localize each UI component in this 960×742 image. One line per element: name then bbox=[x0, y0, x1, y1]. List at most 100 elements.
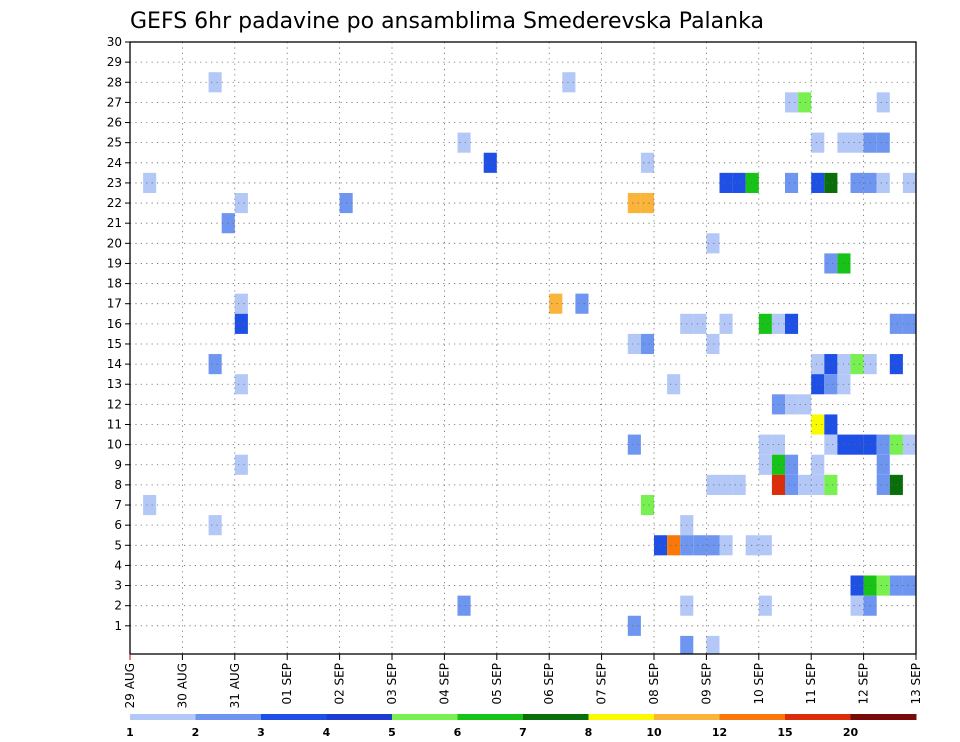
y-tick-label: 12 bbox=[107, 397, 122, 411]
color-legend: 1 2 3 4 5 6 7 8 10 12 15 20 bbox=[126, 714, 917, 739]
heatmap-cell bbox=[640, 333, 654, 355]
heatmap-cell bbox=[719, 535, 733, 556]
legend-label: 6 bbox=[454, 726, 462, 739]
legend-label: 2 bbox=[192, 726, 200, 739]
heatmap-cell bbox=[627, 615, 641, 636]
heatmap-cell bbox=[824, 172, 838, 193]
heatmap-cell bbox=[575, 293, 589, 314]
heatmap-cell bbox=[889, 575, 903, 596]
legend-swatch bbox=[130, 714, 196, 720]
heatmap-cell bbox=[798, 92, 812, 113]
legend-swatch bbox=[588, 714, 655, 720]
x-tick-label: 08 SEP bbox=[647, 663, 661, 705]
heatmap-cell bbox=[234, 313, 248, 334]
heatmap-cell bbox=[876, 474, 890, 495]
heatmap-cell bbox=[732, 172, 746, 193]
heatmap-cell bbox=[457, 132, 471, 153]
x-tick-label: 03 SEP bbox=[385, 663, 399, 705]
heatmap-cell bbox=[785, 454, 799, 475]
heatmap-cell bbox=[745, 535, 759, 556]
heatmap-cell bbox=[824, 374, 838, 395]
heatmap-cell bbox=[811, 414, 825, 435]
heatmap-cell bbox=[758, 434, 772, 455]
x-tick-label: 30 AUG bbox=[175, 663, 189, 708]
heatmap-cell bbox=[824, 474, 838, 495]
legend-label: 7 bbox=[519, 726, 527, 739]
heatmap-cell bbox=[850, 575, 864, 596]
heatmap-cell bbox=[850, 595, 864, 616]
legend-swatch bbox=[850, 714, 917, 720]
legend-swatch bbox=[392, 714, 458, 720]
y-tick-label: 5 bbox=[114, 538, 122, 552]
heatmap-cell bbox=[902, 434, 916, 455]
x-tick-label: 11 SEP bbox=[804, 663, 818, 705]
heatmap-cell bbox=[889, 354, 903, 375]
chart-title: GEFS 6hr padavine po ansamblima Smederev… bbox=[130, 9, 764, 34]
grid-lines bbox=[129, 41, 917, 654]
heatmap-cell bbox=[706, 233, 720, 254]
legend-swatch bbox=[719, 714, 786, 720]
heatmap-cell bbox=[798, 394, 812, 415]
y-tick-label: 3 bbox=[114, 579, 122, 593]
heatmap-cell bbox=[811, 454, 825, 475]
heatmap-cell bbox=[798, 474, 812, 495]
heatmap-cell bbox=[640, 494, 654, 516]
legend-swatch bbox=[457, 714, 524, 720]
y-tick-label: 26 bbox=[107, 116, 122, 130]
x-tick-label: 29 AUG bbox=[123, 663, 137, 708]
heatmap-cell bbox=[562, 72, 576, 93]
legend-label: 3 bbox=[257, 726, 265, 739]
heatmap-cell bbox=[889, 434, 903, 455]
heatmap-cell bbox=[785, 313, 799, 334]
heatmap-cell bbox=[719, 313, 733, 334]
heatmap-cell bbox=[693, 535, 707, 556]
heatmap-cell bbox=[234, 374, 248, 395]
y-tick-label: 27 bbox=[107, 95, 122, 109]
heatmap-cells bbox=[143, 72, 916, 654]
heatmap-cell bbox=[693, 313, 707, 334]
heatmap-cell bbox=[758, 313, 772, 334]
heatmap-cell bbox=[876, 434, 890, 455]
heatmap-cell bbox=[758, 595, 772, 616]
x-axis: 29 AUG 30 AUG 31 AUG 01 SEP 02 SEP 03 SEP 04 S… bbox=[123, 654, 923, 708]
y-tick-label: 11 bbox=[107, 418, 122, 432]
heatmap-cell bbox=[719, 172, 733, 193]
y-tick-label: 22 bbox=[107, 196, 122, 210]
heatmap-cell bbox=[811, 172, 825, 193]
legend-label: 10 bbox=[646, 726, 662, 739]
heatmap-cell bbox=[706, 535, 720, 556]
y-tick-label: 23 bbox=[107, 176, 122, 190]
y-tick-label: 10 bbox=[107, 438, 122, 452]
heatmap-cell bbox=[876, 132, 890, 153]
legend-swatch bbox=[654, 714, 720, 720]
legend-label: 5 bbox=[388, 726, 396, 739]
heatmap-cell bbox=[876, 454, 890, 475]
x-tick-label: 10 SEP bbox=[752, 663, 766, 705]
y-tick-label: 8 bbox=[114, 478, 122, 492]
y-tick-label: 16 bbox=[107, 317, 122, 331]
x-tick-label: 12 SEP bbox=[857, 663, 871, 705]
heatmap-cell bbox=[234, 192, 248, 214]
legend-swatch bbox=[261, 714, 327, 720]
x-tick-label: 31 AUG bbox=[228, 663, 242, 708]
heatmap-cell bbox=[811, 132, 825, 153]
y-tick-label: 15 bbox=[107, 337, 122, 351]
heatmap-cell bbox=[876, 575, 890, 596]
heatmap-cell bbox=[627, 333, 641, 355]
legend-label: 8 bbox=[585, 726, 593, 739]
heatmap-cell bbox=[785, 92, 799, 113]
legend-swatch bbox=[523, 714, 589, 720]
heatmap-cell bbox=[640, 192, 654, 214]
y-tick-label: 6 bbox=[114, 518, 122, 532]
heatmap-cell bbox=[654, 535, 668, 556]
heatmap-cell bbox=[745, 172, 759, 193]
heatmap-cell bbox=[824, 434, 838, 455]
heatmap-cell bbox=[785, 394, 799, 415]
x-tick-label: 07 SEP bbox=[595, 663, 609, 705]
x-tick-label: 02 SEP bbox=[333, 663, 347, 705]
y-tick-label: 9 bbox=[114, 458, 122, 472]
y-tick-label: 24 bbox=[107, 156, 122, 170]
heatmap-cell bbox=[143, 494, 157, 516]
heatmap-cell bbox=[627, 192, 641, 214]
heatmap-cell bbox=[208, 354, 222, 375]
